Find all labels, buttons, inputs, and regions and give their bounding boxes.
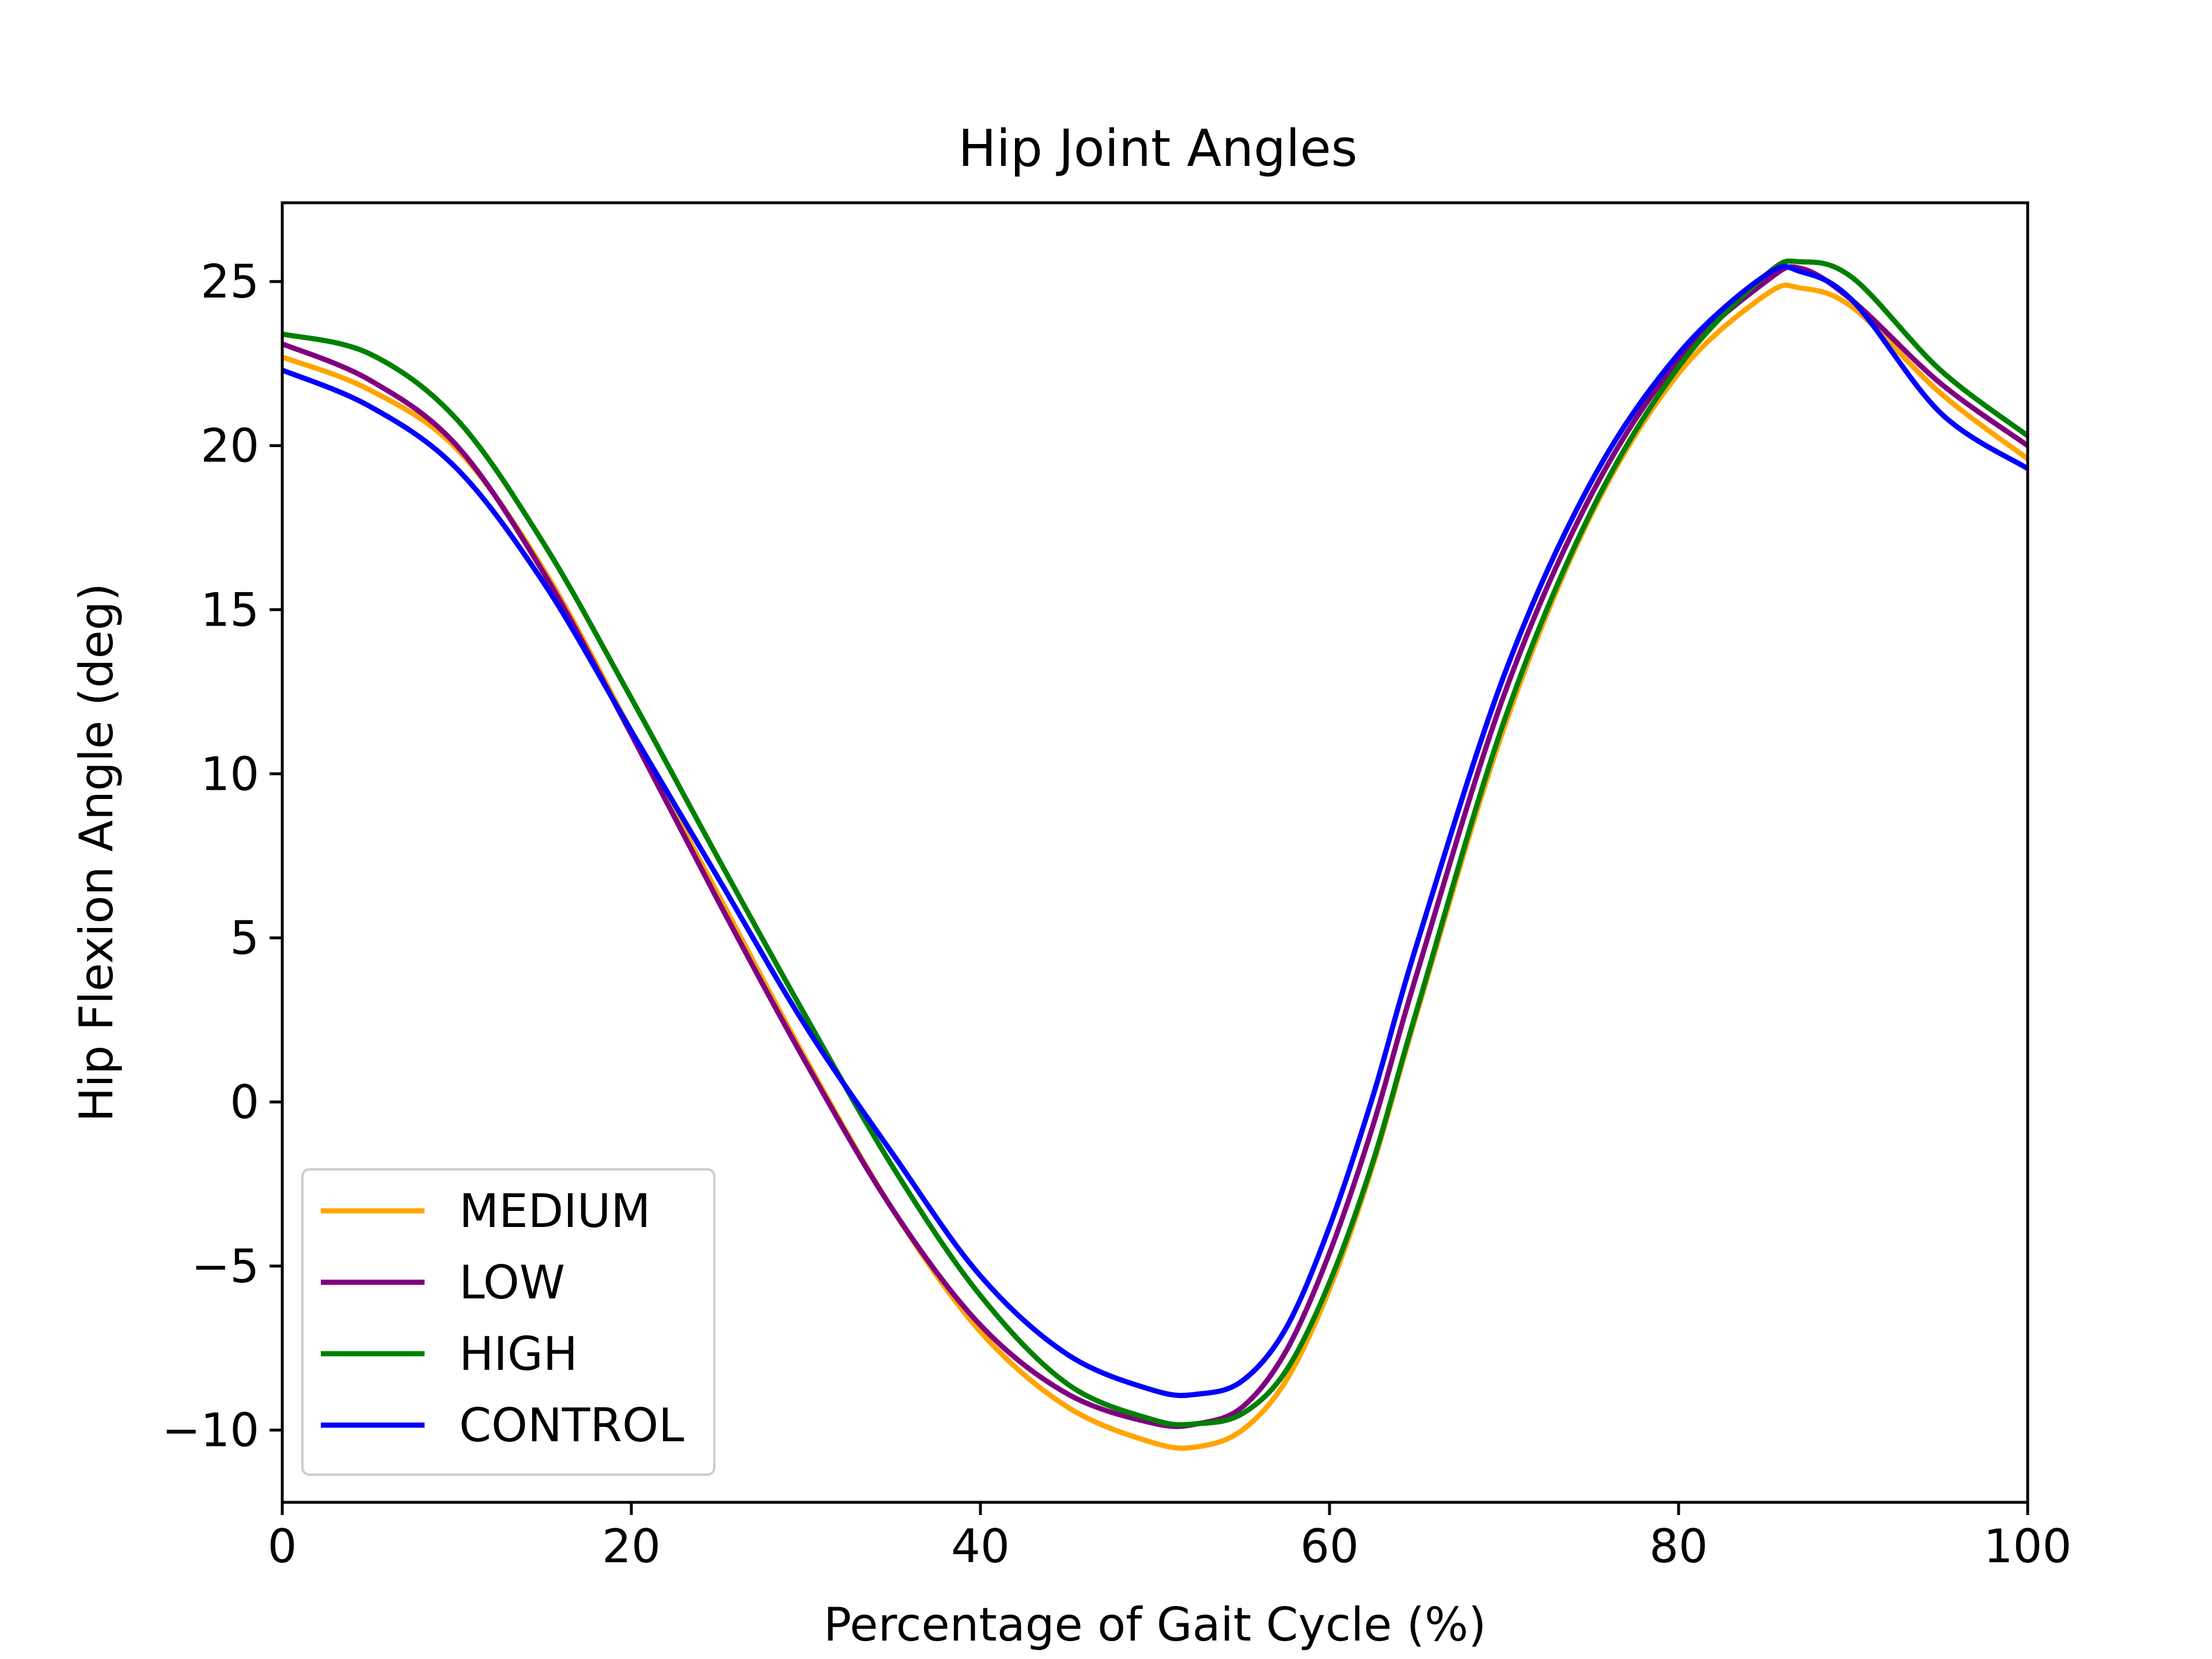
x-tick-label: 0 bbox=[268, 1520, 297, 1573]
y-tick-label: −5 bbox=[191, 1240, 259, 1293]
legend: MEDIUM LOW HIGH CONTROL bbox=[301, 1168, 715, 1476]
x-tick-label: 20 bbox=[602, 1520, 661, 1573]
series-line-control bbox=[281, 264, 2029, 1399]
y-tick-label: 15 bbox=[200, 583, 259, 637]
x-axis-label: Percentage of Gait Cycle (%) bbox=[824, 1598, 1487, 1652]
y-axis-label: Hip Flexion Angle (deg) bbox=[70, 583, 123, 1122]
chart-title: Hip Joint Angles bbox=[958, 119, 1357, 178]
legend-box bbox=[301, 1168, 715, 1476]
x-tick-label: 60 bbox=[1300, 1520, 1359, 1573]
y-tick-label: 5 bbox=[230, 911, 259, 965]
x-tick-label: 40 bbox=[951, 1520, 1010, 1573]
legend-label-medium: MEDIUM bbox=[459, 1184, 650, 1238]
plot-lines bbox=[281, 258, 2029, 1451]
plot-frame bbox=[281, 201, 2029, 1504]
y-tick-label: 25 bbox=[200, 255, 259, 309]
y-tick-label: −10 bbox=[162, 1404, 259, 1457]
legend-label-high: HIGH bbox=[459, 1327, 578, 1381]
x-axis-ticks: 0 20 40 60 80 100 bbox=[268, 1502, 2072, 1573]
y-tick-label: 0 bbox=[230, 1075, 259, 1129]
y-tick-label: 20 bbox=[200, 419, 259, 473]
legend-label-control: CONTROL bbox=[459, 1399, 684, 1452]
x-tick-label: 80 bbox=[1649, 1520, 1708, 1573]
x-tick-label: 100 bbox=[1984, 1520, 2072, 1573]
y-axis-ticks: −10 −5 0 5 10 15 20 25 bbox=[162, 255, 282, 1457]
series-line-high bbox=[282, 258, 2029, 1427]
legend-label-low: LOW bbox=[459, 1256, 565, 1309]
y-tick-label: 10 bbox=[200, 747, 259, 801]
